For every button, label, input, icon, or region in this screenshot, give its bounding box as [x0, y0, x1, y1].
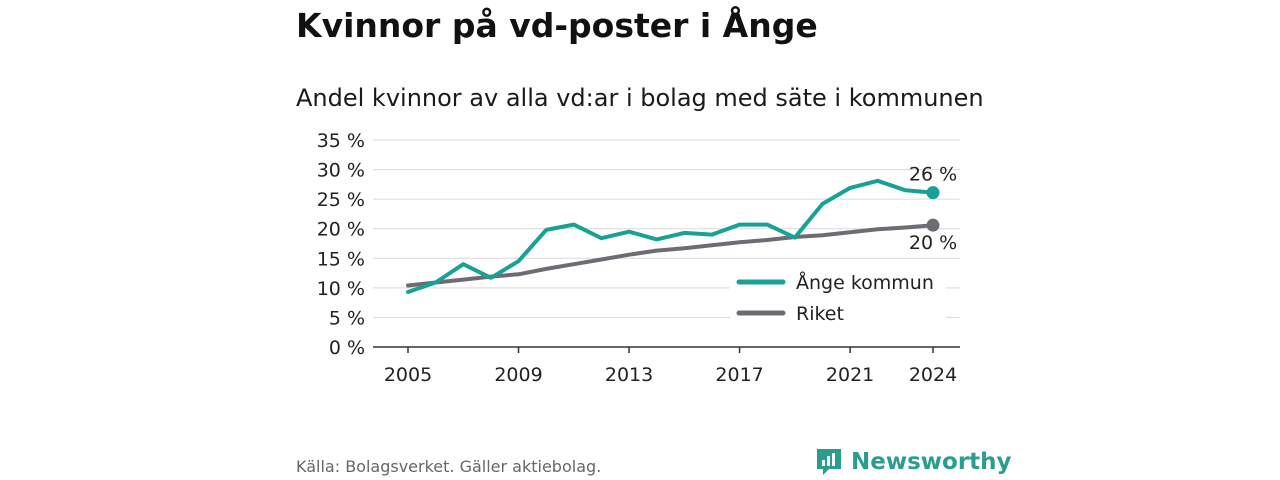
- grid-lines: [373, 139, 960, 348]
- x-axis-ticks: 2005 2009 2013 2017 2021 2024: [384, 347, 957, 386]
- x-tick-label: 2021: [826, 364, 874, 386]
- legend-label: Ånge kommun: [796, 271, 934, 294]
- x-tick-label: 2013: [605, 364, 653, 386]
- y-axis-ticks: 0 % 5 % 10 % 15 % 20 % 25 % 30 % 35 %: [317, 130, 365, 359]
- brand-name: Newsworthy: [851, 449, 1012, 475]
- y-tick-label: 15 %: [317, 248, 365, 270]
- x-tick-label: 2024: [909, 364, 957, 386]
- newsworthy-logo-icon: [817, 449, 841, 475]
- series-end-point: [926, 218, 940, 232]
- series-end-point: [926, 186, 940, 200]
- y-tick-label: 30 %: [317, 160, 365, 182]
- y-tick-label: 0 %: [329, 337, 365, 359]
- y-tick-label: 10 %: [317, 278, 365, 300]
- legend: Ånge kommun Riket: [730, 266, 946, 325]
- y-tick-label: 20 %: [317, 219, 365, 241]
- chart-title: Kvinnor på vd-poster i Ånge: [296, 6, 818, 45]
- x-tick-label: 2005: [384, 364, 432, 386]
- x-tick-label: 2017: [715, 364, 763, 386]
- chart-subtitle: Andel kvinnor av alla vd:ar i bolag med …: [296, 84, 984, 112]
- series-end-label: 20 %: [909, 232, 957, 254]
- series-end-label: 26 %: [909, 164, 957, 186]
- series-lines: 20 % 26 %: [406, 164, 957, 294]
- legend-label: Riket: [796, 303, 844, 325]
- newsworthy-logo: Newsworthy: [815, 447, 1012, 477]
- y-tick-label: 5 %: [329, 307, 365, 329]
- y-tick-label: 35 %: [317, 130, 365, 152]
- series-line-ange-kommun: [406, 178, 935, 294]
- y-tick-label: 25 %: [317, 189, 365, 211]
- source-note: Källa: Bolagsverket. Gäller aktiebolag.: [296, 457, 602, 476]
- x-tick-label: 2009: [494, 364, 542, 386]
